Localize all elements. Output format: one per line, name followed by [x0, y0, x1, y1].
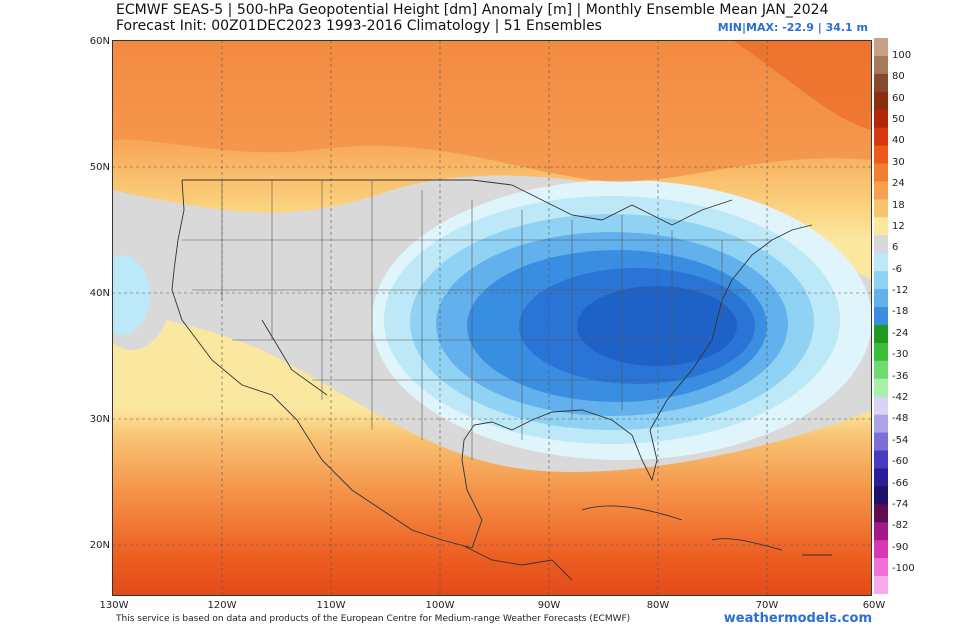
graticule: [112, 40, 872, 596]
min-max-readout: MIN|MAX: -22.9 | 34.1 m: [717, 21, 868, 34]
colorbar-tick-label: 40: [892, 135, 905, 147]
attribution-text: This service is based on data and produc…: [116, 614, 631, 624]
colorbar-tick-label: 24: [892, 178, 905, 190]
colorbar-tick-label: -74: [892, 498, 909, 510]
lat-label-30n: 30N: [89, 414, 110, 425]
northern-positive-band: [112, 40, 872, 182]
anomaly-map: [112, 40, 872, 596]
colorbar-swatch: [874, 432, 888, 452]
colorbar-tick-label: -90: [892, 541, 909, 553]
colorbar-swatch: [874, 127, 888, 147]
colorbar-swatch: [874, 576, 888, 594]
lon-label-70w: 70W: [755, 600, 779, 611]
colorbar-swatch: [874, 486, 888, 505]
coastlines: [171, 179, 813, 581]
colorbar-tick-label: 60: [892, 92, 905, 104]
colorbar: [874, 38, 888, 594]
colorbar-tick-label: 18: [892, 199, 905, 211]
colorbar-swatch: [874, 38, 888, 57]
colorbar-tick-label: -48: [892, 413, 909, 425]
colorbar-swatch: [874, 235, 888, 254]
colorbar-swatch: [874, 271, 888, 290]
colorbar-swatch: [874, 396, 888, 416]
colorbar-swatch: [874, 217, 888, 236]
colorbar-tick-label: -24: [892, 327, 909, 339]
colorbar-swatch: [874, 109, 888, 129]
colorbar-tick-label: 100: [892, 49, 912, 61]
site-link[interactable]: weathermodels.com: [723, 611, 872, 626]
colorbar-tick-label: -66: [892, 477, 909, 489]
lat-label-40n: 40N: [89, 288, 110, 299]
map-subtitle: Forecast Init: 00Z01DEC2023 1993-2016 Cl…: [116, 18, 602, 34]
lon-label-130w: 130W: [99, 600, 129, 611]
colorbar-tick-label: -18: [892, 306, 909, 318]
colorbar-swatch: [874, 324, 888, 344]
colorbar-swatch: [874, 504, 888, 523]
colorbar-tick-label: -30: [892, 349, 909, 361]
colorbar-tick-label: -100: [892, 563, 915, 575]
colorbar-tick-label: -36: [892, 370, 909, 382]
colorbar-swatch: [874, 558, 888, 577]
colorbar-tick-label: -12: [892, 285, 909, 297]
pacific-negative-patch: [112, 255, 150, 335]
colorbar-swatch: [874, 450, 888, 469]
colorbar-swatch: [874, 360, 888, 380]
lon-label-80w: 80W: [646, 600, 670, 611]
lat-label-60n: 60N: [89, 36, 110, 47]
colorbar-swatch: [874, 163, 888, 182]
colorbar-tick-label: -6: [892, 263, 902, 275]
colorbar-swatch: [874, 253, 888, 272]
caribbean-islands: [581, 505, 832, 556]
colorbar-tick-label: -60: [892, 456, 909, 468]
colorbar-tick-label: 6: [892, 242, 899, 254]
colorbar-swatch: [874, 199, 888, 218]
colorbar-tick-label: -82: [892, 520, 909, 532]
lon-label-100w: 100W: [425, 600, 455, 611]
lon-label-90w: 90W: [537, 600, 561, 611]
colorbar-swatch: [874, 55, 888, 75]
colorbar-swatch: [874, 342, 888, 362]
map-frame: [112, 40, 872, 596]
lon-label-120w: 120W: [207, 600, 237, 611]
map-title: ECMWF SEAS-5 | 500-hPa Geopotential Heig…: [116, 2, 829, 18]
colorbar-tick-label: -54: [892, 434, 909, 446]
colorbar-swatch: [874, 307, 888, 326]
colorbar-swatch: [874, 73, 888, 93]
lon-label-110w: 110W: [316, 600, 346, 611]
anomaly-core: [577, 286, 737, 366]
colorbar-tick-label: 12: [892, 220, 905, 232]
colorbar-swatch: [874, 91, 888, 111]
lat-label-20n: 20N: [89, 540, 110, 551]
colorbar-swatch: [874, 468, 888, 487]
colorbar-swatch: [874, 540, 888, 559]
colorbar-tick-label: -42: [892, 392, 909, 403]
colorbar-swatch: [874, 378, 888, 398]
lat-label-50n: 50N: [89, 162, 110, 173]
colorbar-swatch: [874, 414, 888, 434]
colorbar-swatch: [874, 522, 888, 541]
colorbar-tick-label: 80: [892, 71, 905, 83]
colorbar-swatch: [874, 289, 888, 308]
colorbar-swatch: [874, 181, 888, 200]
lon-label-60w: 60W: [862, 600, 886, 611]
colorbar-tick-label: 50: [892, 114, 905, 125]
colorbar-tick-label: 30: [892, 156, 905, 168]
colorbar-swatch: [874, 145, 888, 165]
northeast-positive-core: [732, 40, 872, 130]
